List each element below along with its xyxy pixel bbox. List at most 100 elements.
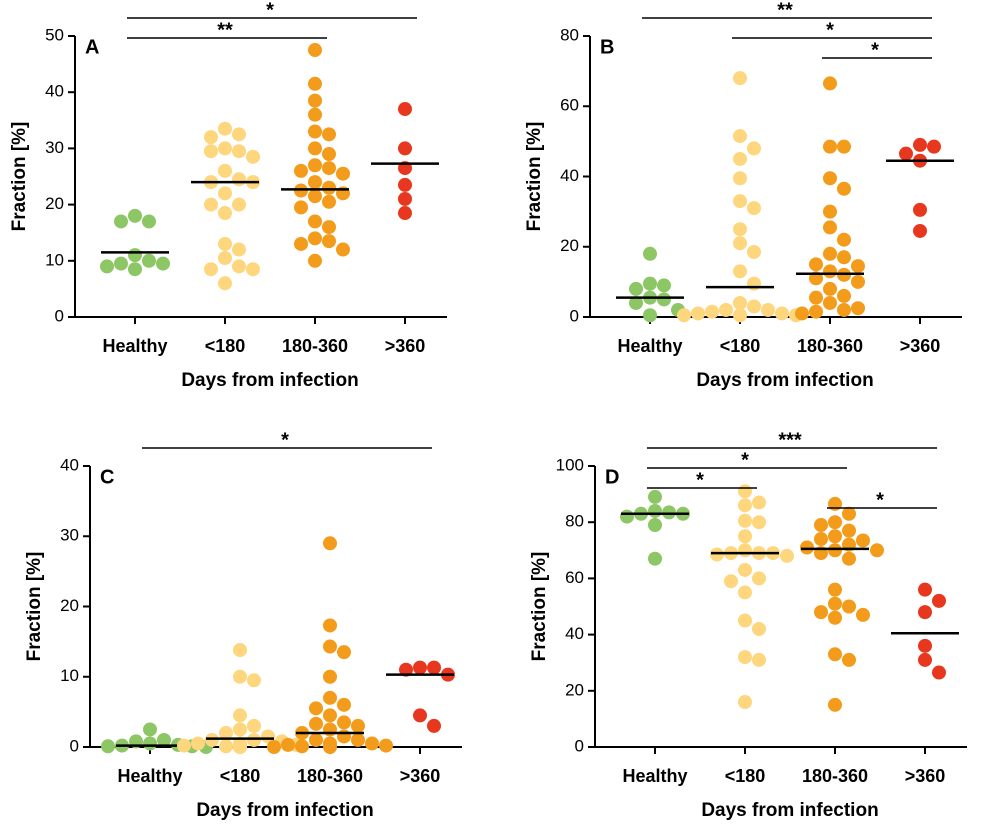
data-point bbox=[851, 274, 865, 289]
significance-label: * bbox=[826, 19, 834, 41]
y-tick-label: 60 bbox=[565, 568, 584, 587]
data-point bbox=[337, 715, 351, 730]
data-point bbox=[837, 250, 851, 265]
data-point bbox=[918, 582, 932, 597]
data-point bbox=[232, 259, 246, 274]
y-tick-label: 20 bbox=[565, 680, 584, 699]
data-point bbox=[837, 181, 851, 196]
data-point bbox=[828, 529, 842, 544]
data-point bbox=[246, 149, 260, 164]
data-point bbox=[246, 262, 260, 277]
data-point bbox=[323, 639, 337, 654]
data-point bbox=[648, 518, 662, 533]
y-tick-label: 10 bbox=[60, 666, 79, 685]
data-point bbox=[232, 127, 246, 142]
data-point bbox=[413, 660, 427, 675]
data-point bbox=[643, 246, 657, 261]
data-point bbox=[232, 144, 246, 159]
data-point bbox=[842, 599, 856, 614]
data-point bbox=[233, 708, 247, 723]
x-tick-label: 180-360 bbox=[297, 766, 363, 786]
data-point bbox=[747, 141, 761, 156]
data-point bbox=[823, 295, 837, 310]
data-point bbox=[309, 716, 323, 731]
x-tick-label: >360 bbox=[905, 766, 946, 786]
data-point bbox=[828, 543, 842, 558]
x-tick-label: >360 bbox=[385, 336, 426, 356]
data-point bbox=[337, 645, 351, 660]
data-point bbox=[322, 180, 336, 195]
data-point bbox=[247, 718, 261, 733]
data-point bbox=[752, 652, 766, 667]
data-point bbox=[218, 141, 232, 156]
data-point bbox=[823, 76, 837, 91]
data-point bbox=[323, 708, 337, 723]
data-point bbox=[828, 596, 842, 611]
data-point bbox=[823, 264, 837, 279]
x-tick-label: <180 bbox=[725, 766, 766, 786]
data-point bbox=[738, 484, 752, 499]
data-point bbox=[747, 276, 761, 291]
panel-label: A bbox=[85, 36, 99, 58]
x-tick-label: >360 bbox=[400, 766, 441, 786]
data-point bbox=[814, 518, 828, 533]
data-point bbox=[738, 543, 752, 558]
data-point bbox=[379, 738, 393, 753]
data-point bbox=[870, 543, 884, 558]
x-tick-label: 180-360 bbox=[282, 336, 348, 356]
data-point bbox=[322, 147, 336, 162]
data-point bbox=[351, 732, 365, 747]
x-tick-label: Healthy bbox=[102, 336, 167, 356]
data-point bbox=[323, 669, 337, 684]
y-tick-label: 50 bbox=[45, 25, 64, 44]
data-point bbox=[233, 669, 247, 684]
y-tick-label: 0 bbox=[575, 736, 584, 755]
data-point bbox=[323, 740, 337, 754]
y-tick-label: 30 bbox=[45, 138, 64, 157]
data-point bbox=[733, 222, 747, 237]
y-axis-title: Fraction [%] bbox=[529, 552, 550, 662]
data-point bbox=[308, 189, 322, 204]
x-tick-label: Healthy bbox=[622, 766, 687, 786]
data-point bbox=[309, 732, 323, 747]
significance-label: ** bbox=[217, 19, 233, 41]
panel-label: D bbox=[605, 466, 619, 488]
data-point bbox=[795, 306, 809, 321]
data-point bbox=[398, 206, 412, 221]
panel: 0 20 40 60 80 100 Healthy <180 180-360 >360 Days f… bbox=[529, 429, 967, 821]
data-point bbox=[247, 673, 261, 688]
data-point bbox=[738, 695, 752, 710]
data-point bbox=[918, 652, 932, 667]
data-point bbox=[823, 220, 837, 235]
panel: 0 10 20 30 40 50 Healthy <180 180-360 >360 Days fr… bbox=[9, 0, 447, 391]
data-point bbox=[738, 650, 752, 665]
data-point bbox=[913, 202, 927, 217]
data-point bbox=[851, 301, 865, 316]
data-point bbox=[337, 697, 351, 712]
x-tick-label: <180 bbox=[205, 336, 246, 356]
significance-label: * bbox=[876, 489, 884, 511]
significance-label: ** bbox=[777, 0, 793, 21]
data-point bbox=[643, 308, 657, 323]
data-point bbox=[648, 551, 662, 566]
y-axis-title: Fraction [%] bbox=[9, 122, 30, 232]
data-point bbox=[308, 231, 322, 246]
data-point bbox=[927, 139, 941, 154]
y-tick-label: 10 bbox=[45, 250, 64, 269]
data-point bbox=[308, 107, 322, 122]
data-point bbox=[308, 43, 322, 58]
data-point bbox=[294, 236, 308, 251]
data-point bbox=[913, 137, 927, 152]
data-point bbox=[899, 146, 913, 161]
data-point bbox=[800, 540, 814, 555]
data-point bbox=[308, 175, 322, 190]
data-point bbox=[780, 548, 794, 563]
data-point bbox=[761, 302, 775, 317]
data-point bbox=[323, 722, 337, 737]
data-point bbox=[828, 697, 842, 712]
data-point bbox=[747, 245, 761, 260]
data-point bbox=[823, 281, 837, 296]
data-point bbox=[837, 139, 851, 154]
data-point bbox=[247, 732, 261, 747]
data-point bbox=[323, 690, 337, 705]
